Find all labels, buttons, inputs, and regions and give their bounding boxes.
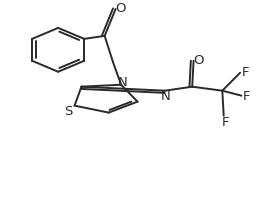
Text: F: F: [243, 90, 250, 103]
Text: N: N: [118, 75, 127, 88]
Text: F: F: [241, 66, 249, 79]
Text: N: N: [161, 89, 170, 102]
Text: F: F: [221, 116, 229, 128]
Text: O: O: [193, 54, 204, 67]
Text: S: S: [64, 105, 73, 118]
Text: O: O: [115, 2, 126, 15]
